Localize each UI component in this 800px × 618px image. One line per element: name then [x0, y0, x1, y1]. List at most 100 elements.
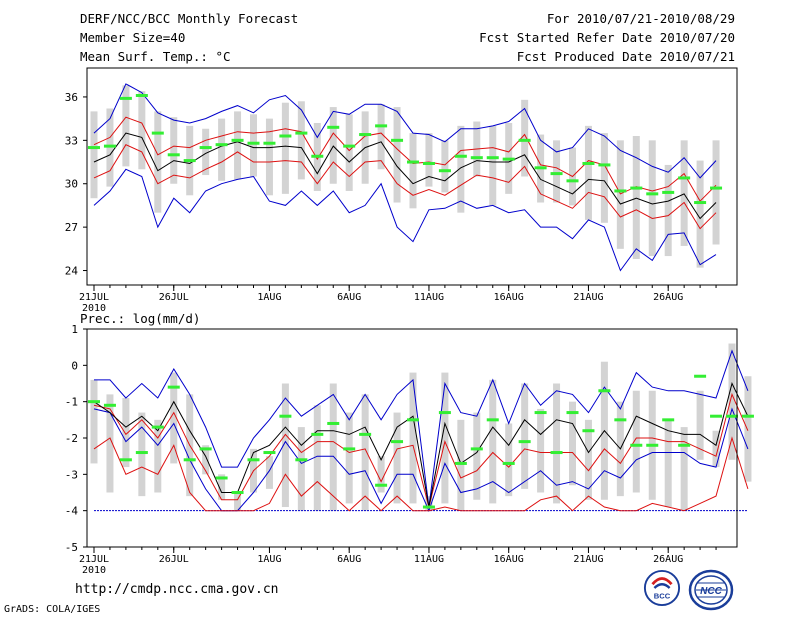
prec-ensemble-box — [297, 427, 305, 511]
temp-observed-marker — [199, 146, 212, 150]
temp-observed-marker — [550, 172, 563, 176]
prec-ytick-label: -2 — [65, 432, 78, 445]
prec-observed-marker — [119, 458, 132, 462]
prec-ensemble-box — [122, 398, 130, 468]
prec-ensemble-box — [489, 379, 497, 504]
temp-observed-marker — [407, 160, 419, 164]
prec-ensemble-box — [457, 419, 465, 511]
prec-ytick-label: -3 — [65, 468, 78, 481]
temp-observed-marker — [502, 157, 515, 161]
produced-date: Fcst Produced Date 2010/07/21 — [516, 49, 735, 64]
temp-ensemble-box — [122, 85, 130, 167]
member-size: Member Size=40 — [80, 30, 186, 45]
temp-observed-marker — [103, 144, 116, 148]
ncc-logo-text: NCC — [700, 586, 722, 597]
temp-ensemble-box — [664, 164, 672, 257]
temp-ensemble-box — [297, 101, 305, 180]
temp-observed-marker — [247, 141, 260, 145]
prec-observed-marker — [103, 403, 116, 407]
temp-observed-marker — [135, 93, 148, 97]
temp-observed-marker — [694, 201, 707, 205]
temp-observed-marker — [167, 153, 180, 157]
chart-title: DERF/NCC/BCC Monthly Forecast — [80, 11, 299, 26]
temp-observed-marker — [710, 186, 723, 190]
temp-observed-marker — [438, 169, 451, 173]
prec-observed-marker — [375, 483, 388, 487]
prec-observed-marker — [343, 447, 356, 451]
temp-observed-marker — [263, 141, 276, 145]
temp-observed-marker — [630, 186, 643, 190]
temp-ytick-label: 36 — [65, 91, 78, 104]
prec-ensemble-box — [553, 383, 561, 504]
prec-observed-marker — [247, 458, 260, 462]
temp-observed-marker — [534, 166, 547, 170]
prec-observed-marker — [311, 432, 324, 436]
prec-xtick-label: 21AUG — [573, 554, 603, 565]
temp-observed-marker — [343, 144, 356, 148]
temp-ensemble-box — [393, 107, 401, 203]
temp-observed-marker — [119, 96, 132, 100]
prec-ensemble-box — [680, 427, 688, 511]
prec-ensemble-box — [632, 390, 640, 493]
temp-ensemble-box — [632, 135, 640, 259]
prec-ytick-label: -4 — [65, 505, 79, 518]
temp-ensemble-box — [712, 140, 720, 245]
temp-ytick-label: 24 — [65, 265, 79, 278]
temp-observed-marker — [151, 131, 164, 135]
prec-observed-marker — [662, 418, 675, 422]
temp-xtick-label: 6AUG — [337, 292, 361, 303]
temp-observed-marker — [327, 125, 340, 129]
temp-xtick-label: 16AUG — [494, 292, 524, 303]
temp-ensemble-box — [234, 111, 242, 180]
prec-observed-marker — [279, 414, 292, 418]
prec-observed-marker — [678, 443, 691, 447]
temp-observed-marker — [678, 176, 691, 180]
temp-ensemble-box — [138, 91, 146, 170]
prec-observed-marker — [391, 440, 404, 444]
prec-ensemble-box — [329, 383, 337, 511]
temp-observed-marker — [454, 154, 467, 158]
prec-ensemble-box — [664, 419, 672, 508]
prec-observed-marker — [486, 418, 499, 422]
prec-ensemble-box — [393, 412, 401, 504]
temp-ensemble-box — [425, 133, 433, 187]
temp-observed-marker — [566, 179, 579, 183]
temp-xtick-label: 21JUL — [79, 292, 109, 303]
temp-ensemble-box — [202, 128, 210, 176]
forecast-period: For 2010/07/21-2010/08/29 — [546, 11, 735, 26]
prec-observed-marker — [359, 432, 372, 436]
temp-observed-marker — [646, 192, 659, 196]
prec-observed-marker — [646, 443, 659, 447]
prec-ytick-label: -1 — [65, 396, 78, 409]
temp-red-upper-line — [93, 116, 717, 202]
prec-ensemble-box — [313, 405, 321, 511]
prec-ensemble-box — [90, 379, 98, 464]
temp-xtick-label: 1AUG — [257, 292, 281, 303]
temp-frame — [86, 67, 738, 286]
prec-observed-marker — [327, 421, 340, 425]
temp-ensemble-box — [409, 133, 417, 209]
prec-xtick-label: 1AUG — [257, 554, 281, 565]
temp-observed-marker — [183, 159, 196, 163]
prec-ensemble-box — [505, 423, 513, 497]
prec-red-lower-line — [93, 436, 749, 512]
prec-observed-marker — [167, 385, 180, 389]
temp-observed-marker — [470, 156, 483, 160]
temp-blue-lower-line — [93, 168, 717, 272]
prec-observed-marker — [582, 429, 595, 433]
temp-observed-marker — [598, 163, 611, 167]
prec-observed-marker — [614, 418, 627, 422]
prec-ensemble-box — [345, 412, 353, 504]
temp-ytick-label: 30 — [65, 178, 78, 191]
temp-ensemble-box — [170, 117, 178, 184]
temp-ensemble-box — [90, 111, 98, 199]
website-url[interactable]: http://cmdp.ncc.cma.gov.cn — [75, 582, 279, 597]
prec-observed-marker — [630, 443, 643, 447]
prec-red-upper-line — [93, 392, 749, 508]
prec-observed-marker — [407, 418, 419, 422]
prec-ensemble-box — [441, 372, 449, 504]
temp-ensemble-box — [680, 140, 688, 246]
prec-xtick-label: 21JUL — [79, 554, 109, 565]
temp-observed-marker — [359, 133, 372, 137]
